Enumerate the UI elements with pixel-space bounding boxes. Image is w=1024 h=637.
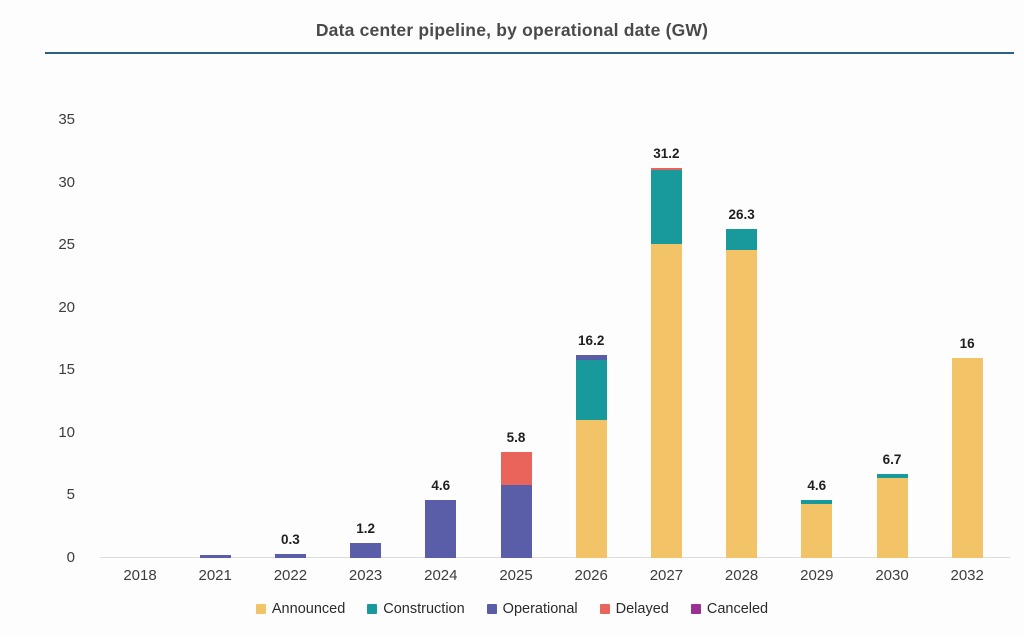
bar-segment-delayed [650, 167, 682, 171]
legend-swatch-icon [367, 604, 378, 614]
x-axis-line [100, 557, 1010, 558]
legend-item-delayed: Delayed [599, 601, 669, 617]
x-axis-label: 2024 [424, 567, 458, 584]
legend-item-announced: Announced [255, 601, 346, 617]
bar-segment-announced [801, 504, 833, 558]
legend-item-construction: Construction [367, 601, 465, 617]
legend-label: Operational [502, 601, 578, 617]
y-axis-tick-label: 35 [58, 111, 75, 128]
bar-segment-operational [425, 500, 457, 558]
bar-value-label: 1.2 [356, 520, 375, 536]
y-axis-tick-label: 10 [58, 423, 75, 441]
x-axis-label: 2027 [649, 567, 684, 584]
bar-value-label: 4.6 [807, 478, 827, 494]
x-axis-label: 2026 [574, 567, 608, 584]
legend-swatch-icon [255, 604, 266, 614]
chart-title: Data center pipeline, by operational dat… [315, 20, 709, 40]
bar-segment-announced [876, 477, 908, 558]
legend-swatch-icon [599, 604, 610, 614]
x-axis-label: 2029 [800, 567, 834, 584]
bar-segment-construction [575, 360, 607, 421]
y-axis-tick-label: 25 [58, 236, 75, 254]
legend-label: Announced [271, 601, 346, 617]
bar-value-label: 0.3 [281, 532, 300, 548]
bar-segment-operational [274, 554, 306, 558]
legend-label: Canceled [706, 601, 769, 617]
bar-segment-construction [650, 170, 682, 244]
bar-segment-delayed [500, 451, 532, 486]
x-axis-label: 2025 [499, 567, 533, 584]
legend-label: Delayed [615, 601, 669, 617]
x-axis-label: 2030 [875, 567, 909, 584]
x-axis-label: 2032 [950, 567, 984, 584]
legend: Announced Construction Operational Delayed C… [0, 601, 1024, 617]
bar-segment-construction [876, 474, 908, 478]
x-axis-label: 2018 [123, 567, 157, 584]
y-axis-tick-label: 20 [58, 298, 75, 316]
legend-label: Construction [383, 601, 465, 617]
bar-segment-operational [500, 485, 532, 558]
bar-segment-announced [951, 357, 983, 558]
bar-value-label: 5.8 [506, 429, 526, 445]
x-axis-label: 2022 [273, 567, 308, 584]
bar-segment-construction [801, 500, 833, 505]
bar-segment-announced [575, 420, 607, 558]
x-axis-label: 2028 [724, 567, 759, 584]
legend-item-canceled: Canceled [690, 601, 769, 617]
legend-item-operational: Operational [486, 601, 578, 617]
bar-segment-announced [726, 250, 758, 558]
x-axis-label: 2021 [198, 567, 232, 584]
y-axis-tick-label: 30 [58, 173, 75, 191]
bar-value-label: 16 [959, 335, 975, 351]
title-underline [45, 52, 1014, 54]
bar-segment-operational [350, 542, 382, 558]
bar-segment-construction [726, 228, 758, 251]
bar-segment-operational [199, 555, 231, 558]
legend-swatch-icon [486, 604, 497, 614]
bar-value-label: 31.2 [653, 145, 680, 161]
y-axis-tick-label: 15 [58, 361, 75, 379]
y-axis-tick-label: 0 [66, 549, 75, 566]
x-axis-label: 2023 [348, 567, 383, 584]
legend-swatch-icon [690, 604, 701, 614]
y-axis-tick-label: 5 [66, 486, 75, 504]
bar-value-label: 26.3 [728, 206, 755, 222]
bar-value-label: 6.7 [882, 452, 902, 468]
bar-segment-operational [575, 355, 607, 361]
bar-value-label: 4.6 [431, 478, 451, 494]
bar-value-label: 16.2 [578, 333, 605, 349]
bar-segment-announced [650, 243, 682, 558]
